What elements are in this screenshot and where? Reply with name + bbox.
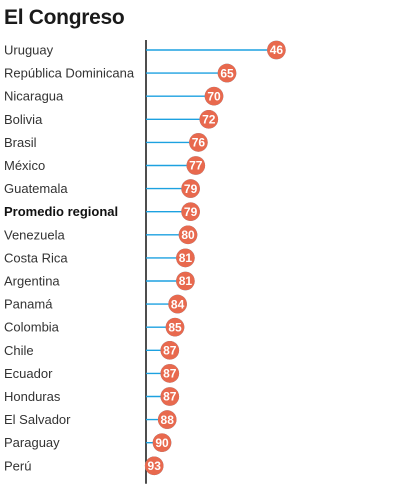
series-2-value-label: 88 — [161, 413, 175, 427]
series-2-point — [199, 110, 219, 129]
category-label: El Salvador — [4, 412, 71, 427]
series-2-point — [168, 294, 187, 314]
series-2-point — [178, 225, 198, 245]
series-2-point — [204, 86, 224, 106]
series-2-point — [186, 156, 206, 175]
series-2-point — [217, 63, 237, 83]
category-label: Uruguay — [4, 43, 54, 58]
chart-title: El Congreso — [4, 6, 125, 29]
series-2-value-label: 77 — [189, 159, 203, 173]
category-label: Paraguay — [4, 435, 60, 450]
series-2-value-label: 93 — [148, 459, 162, 473]
series-2-value-label: 76 — [192, 136, 206, 150]
series-2-point — [160, 387, 180, 406]
series-2-value-label: 70 — [207, 89, 221, 103]
category-label: Argentina — [4, 274, 60, 289]
category-label: Bolivia — [4, 112, 43, 127]
series-2-point — [176, 271, 195, 291]
category-label: Ecuador — [4, 366, 53, 381]
series-2-value-label: 46 — [270, 43, 284, 57]
series-2-point — [160, 341, 180, 360]
category-label: Nicaragua — [4, 89, 64, 104]
category-label: Perú — [4, 458, 31, 473]
series-2-point — [160, 364, 180, 383]
series-2-point — [144, 456, 164, 476]
category-label: Panamá — [4, 297, 53, 312]
series-2-point — [165, 317, 185, 337]
category-label: Colombia — [4, 320, 60, 335]
series-2-value-label: 85 — [168, 320, 182, 334]
series-2-value-label: 80 — [181, 228, 195, 242]
series-2-value-label: 81 — [179, 274, 193, 288]
category-label: Brasil — [4, 135, 37, 150]
category-label: Venezuela — [4, 227, 65, 242]
series-2-value-label: 81 — [179, 251, 193, 265]
series-2-value-label: 87 — [163, 390, 177, 404]
series-2-value-label: 79 — [184, 182, 198, 196]
series-2-point — [152, 433, 172, 453]
series-2-value-label: 72 — [202, 113, 216, 127]
category-label: Honduras — [4, 389, 61, 404]
series-2-value-label: 87 — [163, 344, 177, 358]
series-2-value-label: 84 — [171, 297, 185, 311]
series-2-value-label: 87 — [163, 367, 177, 381]
series-2-point — [189, 133, 208, 152]
series-2-value-label: 79 — [184, 205, 198, 219]
series-2-point — [176, 248, 195, 268]
category-label: México — [4, 158, 45, 173]
series-2-point — [267, 40, 286, 60]
category-label: Chile — [4, 343, 34, 358]
series-2-point — [181, 202, 200, 221]
category-label: República Dominicana — [4, 66, 135, 81]
category-label: Promedio regional — [4, 204, 118, 219]
series-2-value-label: 65 — [220, 66, 234, 80]
series-2-value-label: 90 — [155, 436, 169, 450]
category-label: Guatemala — [4, 181, 68, 196]
series-2-point — [157, 410, 177, 429]
series-2-point — [181, 179, 200, 198]
category-label: Costa Rica — [4, 250, 68, 265]
